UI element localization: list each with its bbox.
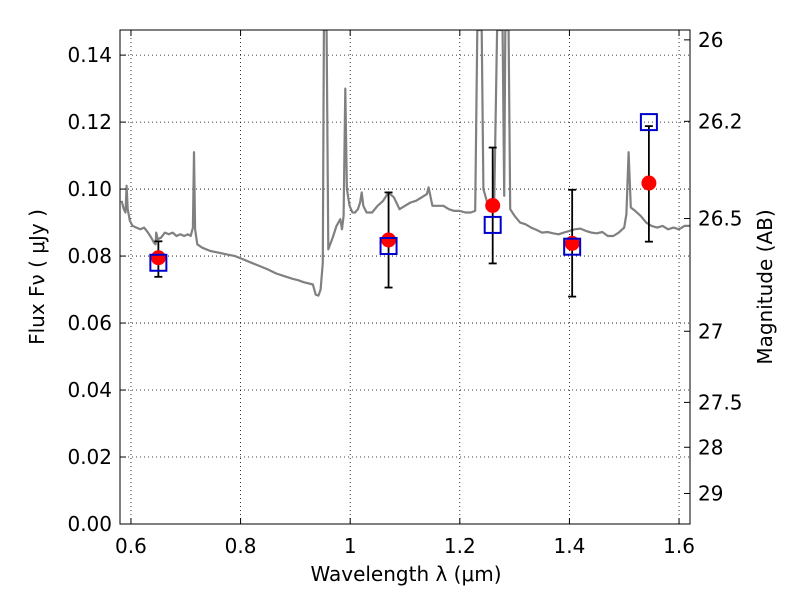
y-tick-label: 0.10 — [67, 177, 112, 201]
y2-tick-label: 26.5 — [698, 207, 743, 231]
y2-tick-label: 28 — [698, 435, 723, 459]
y2-tick-label: 29 — [698, 481, 723, 505]
model-point — [483, 215, 502, 234]
points-layer — [149, 113, 658, 298]
observed-point — [641, 175, 657, 191]
x-tick-label: 0.8 — [225, 534, 257, 558]
y-tick-label: 0.06 — [67, 311, 112, 335]
y-axis-title: Flux Fν ( μJy ) — [25, 209, 49, 345]
x-tick-label: 0.6 — [115, 534, 147, 558]
model-point — [379, 237, 398, 256]
y-tick-label: 0.14 — [67, 43, 112, 67]
x-axis-title: Wavelength λ (μm) — [310, 562, 501, 586]
model-point — [639, 113, 658, 132]
x-tick-label: 1.2 — [444, 534, 476, 558]
y2-axis-title: Magnitude (AB) — [753, 209, 777, 364]
y-tick-label: 0.04 — [67, 378, 112, 402]
y2-tick-label: 26 — [698, 28, 723, 52]
ticks-layer: 0.6 0.8 1 1.2 1.4 1.6 0.00 0.02 0.04 0.06 0.08 0.10… — [67, 28, 742, 558]
y2-tick-label: 26.2 — [698, 109, 743, 133]
x-tick-label: 1 — [344, 534, 357, 558]
spectrum-line — [120, 30, 690, 297]
y-tick-label: 0.08 — [67, 244, 112, 268]
y2-tick-label: 27 — [698, 319, 723, 343]
plot-frame — [119, 29, 691, 525]
model-point — [149, 253, 168, 272]
x-tick-label: 1.6 — [663, 534, 695, 558]
y-tick-label: 0.12 — [67, 110, 112, 134]
y2-tick-label: 27.5 — [698, 390, 743, 414]
model-point — [563, 237, 582, 256]
observed-point — [150, 250, 166, 266]
observed-point — [381, 232, 397, 248]
x-tick-label: 1.4 — [554, 534, 586, 558]
y-tick-label: 0.02 — [67, 445, 112, 469]
y-tick-label: 0.00 — [67, 512, 112, 536]
observed-point — [485, 197, 501, 213]
spectrum-layer — [120, 30, 690, 297]
